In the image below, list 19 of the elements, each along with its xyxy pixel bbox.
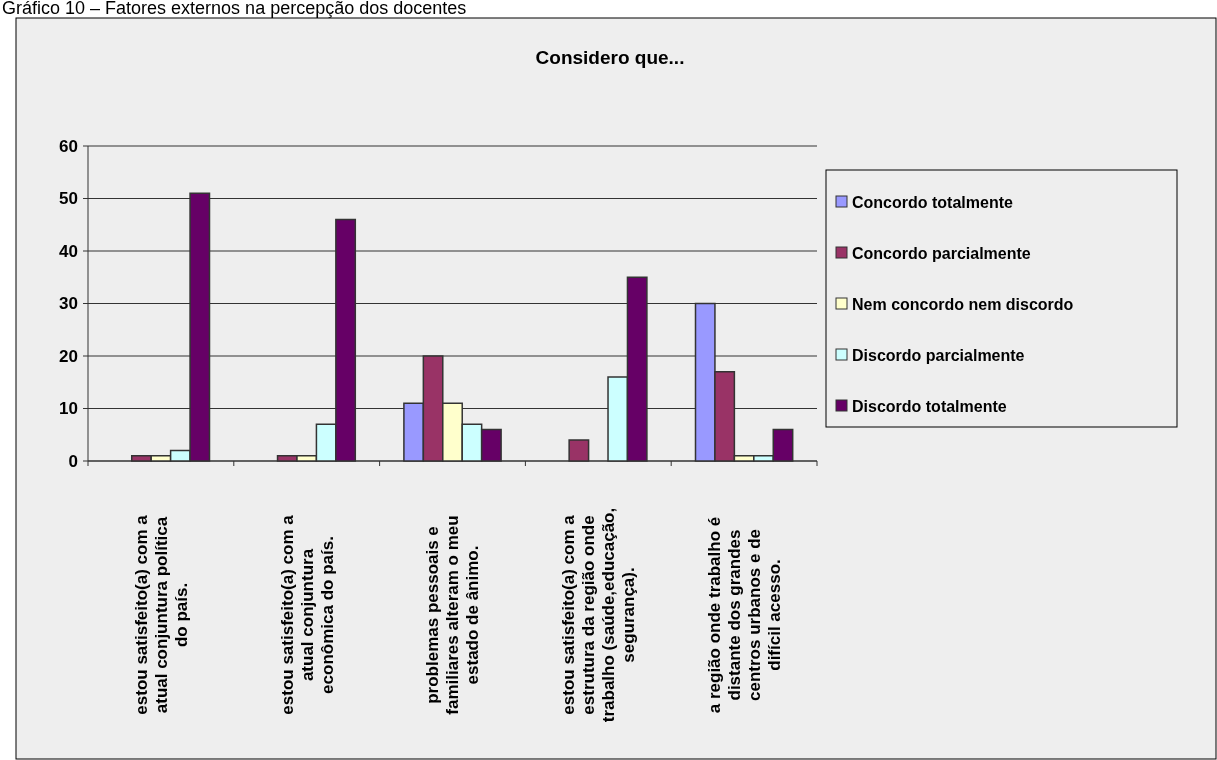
y-tick-label: 60 <box>59 136 78 156</box>
legend-label: Concordo totalmente <box>852 193 1013 211</box>
legend-label: Discordo totalmente <box>852 397 1007 415</box>
x-tick-label: estou satisfeito(a) com a estrutura da região onde trabalho (saúde,educação, segurança). <box>559 507 639 723</box>
x-tick-label: a região onde trabalho é distante dos grandes centros urbanos e de difícil acesso. <box>705 516 785 714</box>
y-tick-label: 30 <box>59 294 78 314</box>
legend-label: Concordo parcialmente <box>852 244 1031 262</box>
y-tick-label: 0 <box>68 451 78 471</box>
chart-title: Considero que... <box>535 47 685 68</box>
y-tick-label: 10 <box>59 399 78 419</box>
text: Gráfico 10 – Fatores externos na percepção dos docentes <box>2 0 467 18</box>
x-tick-label: problemas pessoais e familiares alteram o meu estado de ânimo. <box>423 515 483 715</box>
y-tick-label: 20 <box>59 346 78 366</box>
legend-label: Nem concordo nem discordo <box>852 295 1074 313</box>
y-tick-label: 50 <box>59 189 78 209</box>
x-tick-label: estou satisfeito(a) com a atual conjuntura econômica do país. <box>277 514 337 715</box>
x-tick-label: estou satisfeito(a) com a atual conjuntura política do país. <box>131 514 191 715</box>
legend-label: Discordo parcialmente <box>852 346 1025 364</box>
y-tick-label: 40 <box>59 241 78 261</box>
